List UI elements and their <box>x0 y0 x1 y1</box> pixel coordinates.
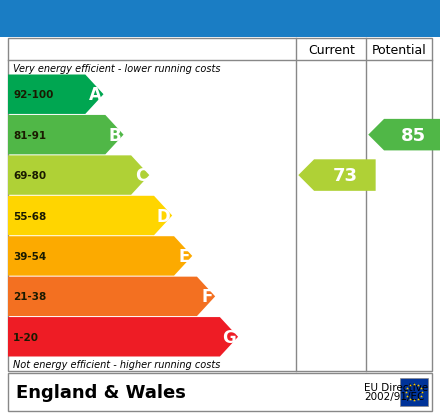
Text: E: E <box>179 247 190 265</box>
Text: 81-91: 81-91 <box>13 131 46 140</box>
Text: G: G <box>222 328 236 346</box>
Text: F: F <box>202 288 213 306</box>
Polygon shape <box>8 237 192 276</box>
Text: Very energy efficient - lower running costs: Very energy efficient - lower running co… <box>13 64 220 74</box>
Text: 92-100: 92-100 <box>13 90 53 100</box>
Text: 21-38: 21-38 <box>13 292 46 301</box>
Text: 73: 73 <box>332 167 357 185</box>
Text: Not energy efficient - higher running costs: Not energy efficient - higher running co… <box>13 359 220 369</box>
Polygon shape <box>8 196 172 236</box>
Text: 2002/91/EC: 2002/91/EC <box>364 392 424 401</box>
Polygon shape <box>8 277 215 316</box>
Text: 85: 85 <box>400 126 425 144</box>
Bar <box>8 39 432 371</box>
Polygon shape <box>368 120 440 151</box>
Text: D: D <box>157 207 170 225</box>
Text: EU Directive: EU Directive <box>364 382 428 392</box>
Text: Energy Efficiency Rating: Energy Efficiency Rating <box>8 9 296 29</box>
Text: 69-80: 69-80 <box>13 171 46 180</box>
Polygon shape <box>8 116 124 155</box>
Polygon shape <box>8 156 149 195</box>
Text: 1-20: 1-20 <box>13 332 39 342</box>
Text: England & Wales: England & Wales <box>16 383 186 401</box>
Bar <box>400 378 428 406</box>
Polygon shape <box>8 75 103 115</box>
Bar <box>0 0 440 38</box>
Text: C: C <box>135 167 147 185</box>
Polygon shape <box>298 160 376 191</box>
Text: B: B <box>109 126 121 144</box>
Text: 55-68: 55-68 <box>13 211 46 221</box>
Bar <box>8 373 432 411</box>
Polygon shape <box>8 317 238 357</box>
Text: A: A <box>88 86 102 104</box>
Text: Potential: Potential <box>372 43 426 56</box>
Text: 39-54: 39-54 <box>13 252 46 261</box>
Text: Current: Current <box>308 43 355 56</box>
